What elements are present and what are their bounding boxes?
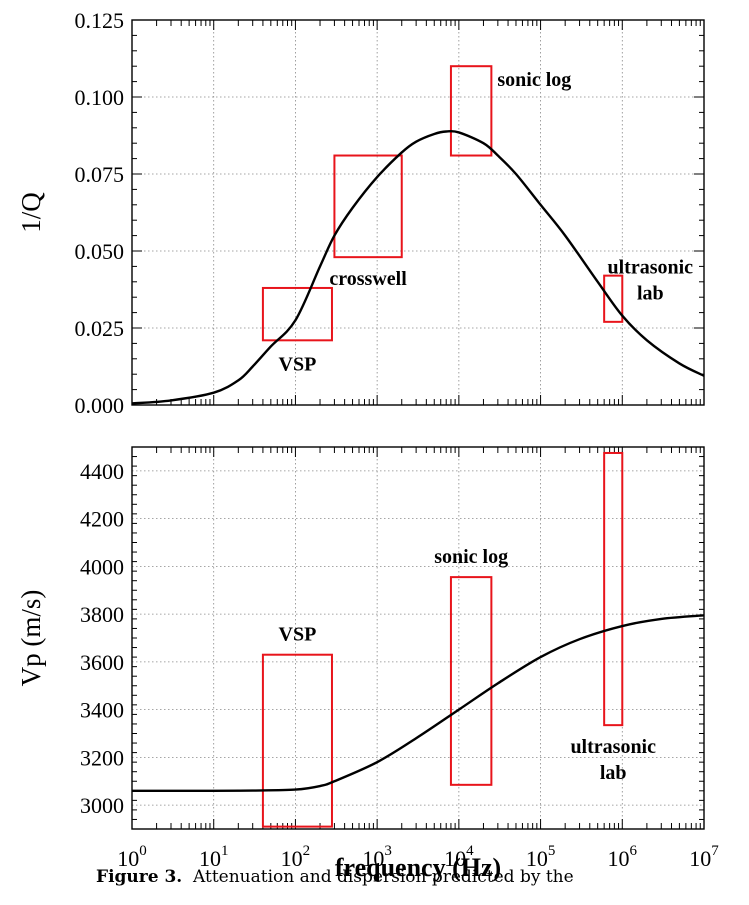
caption-label: Figure 3. (96, 867, 183, 887)
x-tick-label: 104 (444, 843, 474, 871)
annotation-box-ultrasonic-lab (603, 451, 624, 727)
annotation-label-ultrasonic-lab: ultrasonic lab (570, 736, 656, 784)
caption-text: Attenuation and dispersion predicted by … (193, 867, 574, 887)
plot-frame (131, 19, 705, 406)
y-tick-label: 0.100 (75, 85, 125, 110)
y-tick-label: 0.050 (75, 239, 125, 264)
x-tick-label: 101 (199, 843, 229, 871)
y-tick-label: 0.000 (75, 393, 125, 418)
x-tick-label: 105 (526, 843, 556, 871)
y-tick-label: 3000 (80, 793, 124, 818)
y-tick-label: 3800 (80, 602, 124, 627)
series-line (131, 129, 705, 405)
annotation-label-crosswell: crosswell (329, 268, 407, 290)
annotation-label-sonic-log: sonic log (497, 69, 571, 91)
plot-frame (131, 446, 705, 830)
series-line (131, 614, 705, 793)
annotation-box-sonic-log (449, 576, 493, 786)
annotation-box-sonic-log (449, 65, 493, 157)
y-tick-label: 3600 (80, 650, 124, 675)
y-tick-label: 4200 (80, 507, 124, 532)
x-axis-label: frequency (Hz) (335, 853, 501, 882)
y-tick-label: 0.125 (75, 8, 125, 33)
annotation-box-crosswell (333, 154, 403, 259)
velocity-panel: 3000 3200 3400 3600 3800 4000 4200 4400 100 101 10… (16, 446, 719, 882)
annotation-label-sonic-log: sonic log (434, 546, 508, 568)
y-axis-label: 1/Q (16, 192, 46, 233)
figure-caption: Figure 3. Attenuation and dispersion pre… (96, 867, 736, 887)
annotation-label-VSP: VSP (279, 624, 317, 646)
y-tick-label: 4400 (80, 459, 124, 484)
y-tick-label: 0.025 (75, 316, 125, 341)
y-tick-label: 3200 (80, 745, 124, 770)
annotation-box-VSP (261, 653, 333, 828)
annotation-box-ultrasonic-lab (603, 274, 624, 323)
x-tick-label: 103 (362, 843, 392, 871)
y-tick-label: 4000 (80, 554, 124, 579)
x-tick-label: 102 (281, 843, 311, 871)
x-tick-label: 100 (117, 843, 147, 871)
y-tick-label: 3400 (80, 698, 124, 723)
annotation-label-VSP: VSP (279, 353, 317, 375)
x-tick-label: 106 (608, 843, 638, 871)
y-axis-label: Vp (m/s) (16, 590, 46, 687)
y-tick-label: 0.075 (75, 162, 125, 187)
x-tick-label: 107 (689, 843, 719, 871)
annotation-box-VSP (261, 286, 333, 342)
annotation-label-ultrasonic-lab: ultrasonic lab (608, 257, 694, 305)
attenuation-panel: 0.000 0.025 0.050 0.075 0.100 0.125 1/Q VSP cros… (16, 8, 705, 418)
